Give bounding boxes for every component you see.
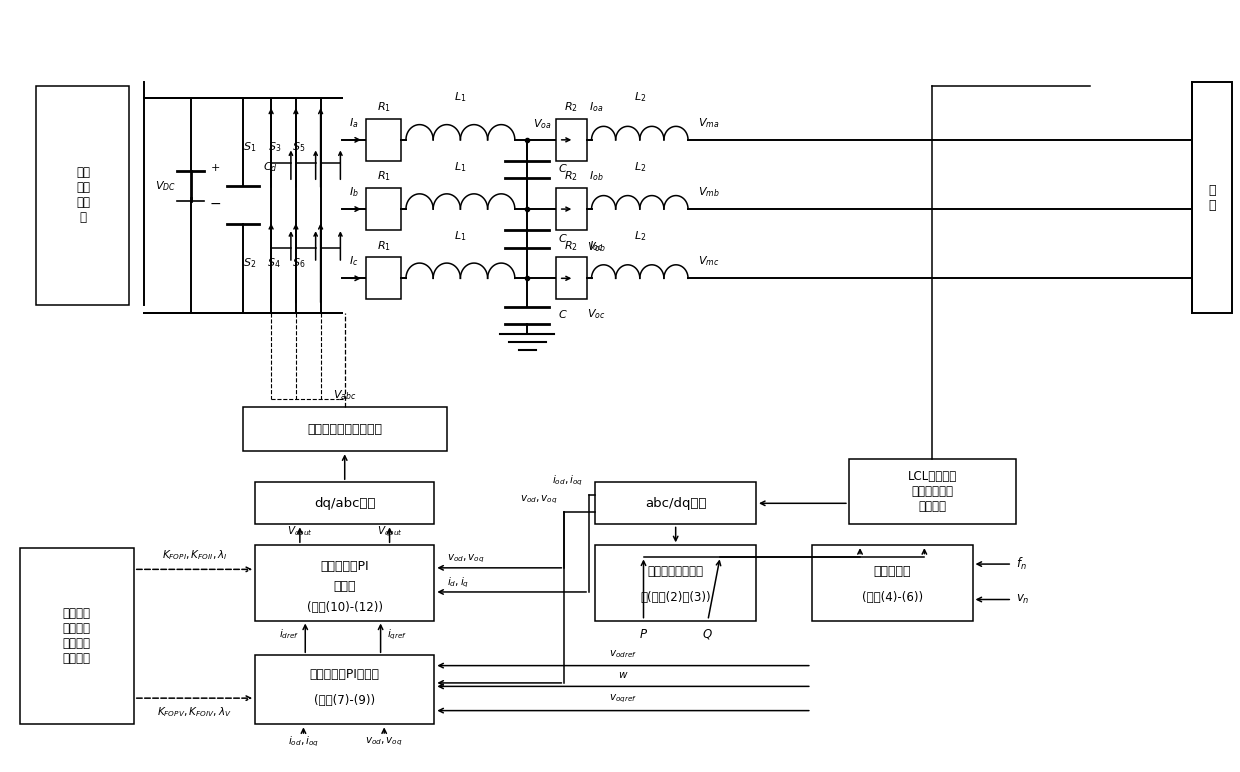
Text: $I_a$: $I_a$ <box>350 116 358 130</box>
Text: $L_1$: $L_1$ <box>454 229 466 243</box>
Text: $Q$: $Q$ <box>702 628 713 642</box>
Text: 控制器: 控制器 <box>334 581 356 593</box>
Text: $R_2$: $R_2$ <box>564 170 578 183</box>
Text: $i_d,i_q$: $i_d,i_q$ <box>446 576 469 590</box>
Bar <box>255 545 434 621</box>
Text: $C$: $C$ <box>558 232 568 243</box>
Text: (公式(7)-(9)): (公式(7)-(9)) <box>314 694 376 706</box>
Bar <box>812 545 972 621</box>
Text: $I_{ob}$: $I_{ob}$ <box>589 170 603 183</box>
Text: $V_{mc}$: $V_{mc}$ <box>698 255 719 269</box>
Bar <box>1192 82 1233 313</box>
Text: $V_{oa}$: $V_{oa}$ <box>533 117 552 131</box>
Text: $v_{od},v_{oq}$: $v_{od},v_{oq}$ <box>446 553 485 565</box>
Text: $R_2$: $R_2$ <box>564 100 578 114</box>
Bar <box>556 257 587 300</box>
Text: $I_{oa}$: $I_{oa}$ <box>589 100 603 114</box>
Text: $L_1$: $L_1$ <box>454 90 466 104</box>
Bar <box>595 545 756 621</box>
Text: $S_1$: $S_1$ <box>243 141 257 154</box>
Text: $V_{mb}$: $V_{mb}$ <box>698 185 719 199</box>
Text: $S_6$: $S_6$ <box>293 256 306 270</box>
Text: (公式(4)-(6)): (公式(4)-(6)) <box>862 591 923 604</box>
Bar <box>366 119 401 161</box>
Text: $C$: $C$ <box>558 162 568 174</box>
Text: $v_n$: $v_n$ <box>1016 593 1029 606</box>
Text: $R_1$: $R_1$ <box>377 170 391 183</box>
Text: 下垂控制器: 下垂控制器 <box>873 565 911 578</box>
Text: (公式(10)-(12)): (公式(10)-(12)) <box>306 601 383 614</box>
Text: $S_2$: $S_2$ <box>243 256 257 270</box>
Text: $I_c$: $I_c$ <box>350 255 358 269</box>
Text: $I_b$: $I_b$ <box>350 185 358 199</box>
Text: LCL滤波器侧
电压、电流和
相位检测: LCL滤波器侧 电压、电流和 相位检测 <box>908 470 957 513</box>
Text: $i_{od},i_{oq}$: $i_{od},i_{oq}$ <box>288 734 319 749</box>
Text: $f_n$: $f_n$ <box>1016 556 1027 572</box>
Text: 分数阶电流PI: 分数阶电流PI <box>320 560 370 573</box>
Text: $w$: $w$ <box>618 670 629 680</box>
Text: $V_{oc}$: $V_{oc}$ <box>587 307 605 321</box>
Text: $S_5$: $S_5$ <box>293 141 306 154</box>
Text: $R_1$: $R_1$ <box>377 239 391 252</box>
Text: $R_2$: $R_2$ <box>564 239 578 252</box>
Text: $v_{oqref}$: $v_{oqref}$ <box>609 693 637 706</box>
Text: $v_{od}, v_{oq}$: $v_{od}, v_{oq}$ <box>366 735 403 747</box>
Text: 有功和无功功率计: 有功和无功功率计 <box>647 565 703 578</box>
Text: $i_{od},i_{oq}$: $i_{od},i_{oq}$ <box>552 474 583 488</box>
Text: −: − <box>210 197 221 211</box>
Text: $V_{DC}$: $V_{DC}$ <box>155 179 176 193</box>
Text: +: + <box>211 164 221 173</box>
Text: $v_{odref}$: $v_{odref}$ <box>609 648 637 660</box>
Text: $V_{ma}$: $V_{ma}$ <box>698 116 719 130</box>
Text: $S_3$: $S_3$ <box>268 141 281 154</box>
Text: $C_d$: $C_d$ <box>263 160 278 174</box>
Text: $V_{qout}$: $V_{qout}$ <box>377 524 403 539</box>
Bar <box>556 119 587 161</box>
Text: $K_{FOPV},K_{FOIV},\lambda_V$: $K_{FOPV},K_{FOIV},\lambda_V$ <box>157 705 232 719</box>
Text: 基于自适
应变异操
作的群体
进化方法: 基于自适 应变异操 作的群体 进化方法 <box>63 607 91 665</box>
Text: $C$: $C$ <box>558 309 568 320</box>
Text: $L_2$: $L_2$ <box>634 229 646 243</box>
Text: 空间矢量脉宽调制模块: 空间矢量脉宽调制模块 <box>308 422 382 435</box>
Text: $V_{abc}$: $V_{abc}$ <box>334 388 356 402</box>
Text: 分布
式直
流电
源: 分布 式直 流电 源 <box>76 166 91 224</box>
Text: 算(公式(2)和(3)): 算(公式(2)和(3)) <box>640 591 711 604</box>
Text: dq/abc变换: dq/abc变换 <box>314 497 376 510</box>
Bar <box>595 482 756 524</box>
Text: 负
荷: 负 荷 <box>1208 184 1215 212</box>
Text: $i_{dref}$: $i_{dref}$ <box>279 628 299 642</box>
Bar <box>255 482 434 524</box>
Bar <box>255 655 434 724</box>
Text: $R_1$: $R_1$ <box>377 100 391 114</box>
Text: $i_{qref}$: $i_{qref}$ <box>387 628 407 642</box>
Bar <box>243 407 446 452</box>
Text: 分数阶电压PI控制器: 分数阶电压PI控制器 <box>310 668 379 681</box>
Text: abc/dq变换: abc/dq变换 <box>645 497 707 510</box>
Text: $L_2$: $L_2$ <box>634 90 646 104</box>
Bar <box>366 188 401 230</box>
Bar <box>36 86 129 305</box>
Text: $V_{ob}$: $V_{ob}$ <box>587 241 605 255</box>
Text: $K_{FOPI},K_{FOII},\lambda_I$: $K_{FOPI},K_{FOII},\lambda_I$ <box>161 549 227 563</box>
Text: $P$: $P$ <box>639 628 649 641</box>
Text: $L_2$: $L_2$ <box>634 160 646 174</box>
Text: $S_4$: $S_4$ <box>268 256 281 270</box>
Text: $L_1$: $L_1$ <box>454 160 466 174</box>
Text: $V_{dout}$: $V_{dout}$ <box>286 524 312 538</box>
Bar <box>366 257 401 300</box>
Text: $v_{od},v_{oq}$: $v_{od},v_{oq}$ <box>521 494 558 506</box>
Bar <box>556 188 587 230</box>
Bar <box>20 547 134 724</box>
Text: $I_{oc}$: $I_{oc}$ <box>589 239 603 252</box>
Bar <box>849 459 1016 524</box>
